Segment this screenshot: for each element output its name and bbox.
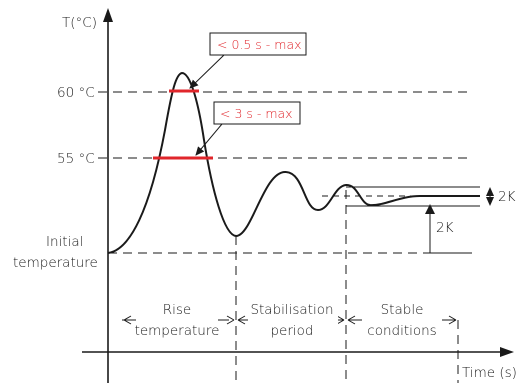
level-label-60: 60 °C bbox=[57, 85, 95, 101]
short-limit-label: < 0.5 s - max bbox=[217, 37, 302, 52]
phase-arrow-stable-left-icon bbox=[347, 315, 356, 325]
phase-label-rise-line2: temperature bbox=[135, 323, 220, 339]
level-label-initial-line1: Initial bbox=[46, 234, 83, 250]
temperature-curve bbox=[107, 71, 480, 254]
step-indicator-line bbox=[429, 208, 472, 254]
long-limit-box bbox=[213, 101, 301, 125]
step-indicator-arrow-icon bbox=[425, 204, 435, 214]
long-limit-leader bbox=[195, 123, 223, 156]
x-axis-label: Time (s) bbox=[462, 365, 517, 381]
phase-label-stable-line2: conditions bbox=[367, 323, 436, 339]
phase-arrow-stabilisation-left-icon bbox=[237, 315, 246, 325]
step-size-label: 2K bbox=[436, 220, 454, 236]
phase-label-stable-line1: Stable bbox=[381, 302, 424, 318]
phase-label-stable-bg bbox=[362, 300, 442, 340]
phase-arrow-rise-left-icon bbox=[123, 315, 132, 325]
y-axis-label: T(°C) bbox=[62, 15, 97, 31]
phase-label-rise-bg bbox=[136, 300, 218, 340]
short-limit-box bbox=[209, 32, 307, 56]
phase-label-stabilisation-line1: Stabilisation bbox=[250, 302, 333, 318]
phase-arrow-rise-right-icon bbox=[226, 315, 235, 325]
long-limit-label: < 3 s - max bbox=[220, 106, 293, 121]
level-label-initial-line2: temperature bbox=[13, 255, 98, 271]
y-axis-arrow-icon bbox=[103, 8, 113, 22]
short-limit-leader bbox=[189, 54, 225, 89]
phase-arrow-stabilisation-right-icon bbox=[336, 315, 345, 325]
phase-label-stabilisation-line2: period bbox=[270, 323, 313, 339]
phase-label-rise-line1: Rise bbox=[163, 302, 191, 318]
x-axis-arrow-icon bbox=[500, 347, 514, 357]
level-label-55: 55 °C bbox=[57, 151, 95, 167]
band-width-label: 2K bbox=[498, 189, 516, 205]
phase-arrow-stable-right-icon bbox=[448, 315, 457, 325]
phase-label-stabilisation-bg bbox=[248, 300, 338, 340]
